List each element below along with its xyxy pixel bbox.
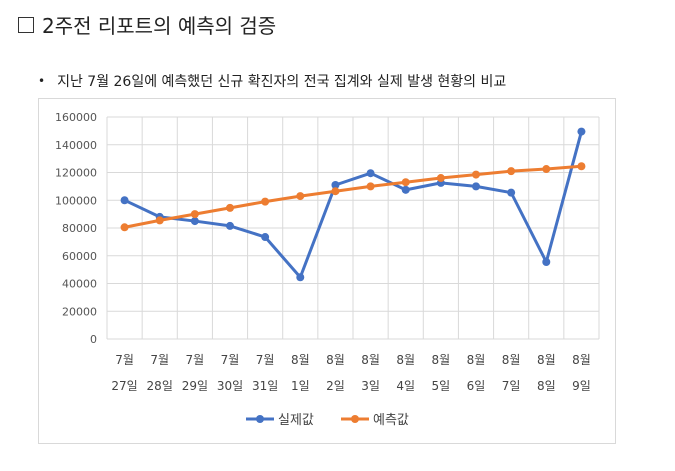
- data-point: [507, 167, 516, 176]
- x-tick-label-day: 31일: [252, 379, 278, 393]
- y-tick-label: 20000: [62, 305, 97, 318]
- x-tick-label-day: 2일: [326, 379, 345, 393]
- x-tick-label-month: 8월: [537, 353, 556, 367]
- data-point: [296, 273, 305, 282]
- x-tick-label-day: 9일: [572, 379, 591, 393]
- section-heading: 2주전 리포트의 예측의 검증: [18, 10, 276, 39]
- data-point: [331, 187, 340, 196]
- data-point: [542, 165, 551, 174]
- y-tick-label: 140000: [55, 139, 97, 152]
- x-tick-label-day: 5일: [432, 379, 451, 393]
- data-point: [226, 221, 234, 230]
- x-tick-label-month: 7월: [186, 353, 205, 367]
- x-tick-label-day: 30일: [217, 379, 243, 393]
- y-tick-label: 100000: [55, 194, 97, 207]
- legend-label-2: 예측값: [373, 413, 409, 428]
- bullet-description: • 지난 7월 26일에 예측했던 신규 확진자의 전국 집계와 실제 발생 현…: [38, 71, 506, 91]
- x-tick-label-month: 8월: [361, 353, 380, 367]
- legend-label-1: 실제값: [278, 413, 314, 428]
- data-point: [261, 233, 270, 242]
- bullet-text: 지난 7월 26일에 예측했던 신규 확진자의 전국 집계와 실제 발생 현황의…: [57, 74, 507, 90]
- data-point: [472, 182, 480, 191]
- x-tick-label-month: 8월: [396, 353, 415, 367]
- y-tick-label: 120000: [55, 167, 97, 180]
- x-tick-label-month: 8월: [432, 353, 451, 367]
- data-point: [120, 196, 129, 205]
- x-tick-label-day: 27일: [111, 379, 137, 393]
- data-point: [190, 210, 199, 219]
- legend-swatch-marker: [351, 415, 359, 423]
- y-tick-label: 60000: [62, 250, 97, 263]
- data-point: [120, 223, 129, 232]
- x-tick-label-day: 1일: [291, 379, 310, 393]
- square-outline-icon: [18, 16, 34, 33]
- data-point: [507, 188, 516, 197]
- bullet-icon: •: [38, 74, 46, 88]
- x-tick-label-day: 28일: [147, 379, 173, 393]
- data-point: [261, 197, 270, 206]
- chart-frame: 0 20000 40000 60000 80000 100000 120000 140000 1…: [38, 98, 616, 444]
- series-line-1: [123, 130, 583, 279]
- legend-swatch-marker: [256, 415, 264, 423]
- x-tick-label-day: 6일: [467, 379, 486, 393]
- data-point: [366, 169, 375, 178]
- x-tick-label-month: 7월: [150, 353, 169, 367]
- data-point: [472, 170, 480, 179]
- x-tick-label-month: 8월: [467, 353, 486, 367]
- data-point: [296, 192, 305, 201]
- x-tick-label-day: 8일: [537, 379, 556, 393]
- x-tick-label-month: 8월: [502, 353, 521, 367]
- data-point: [577, 162, 586, 171]
- x-tick-label-month: 7월: [221, 353, 240, 367]
- data-point: [577, 127, 586, 136]
- data-point: [436, 174, 445, 183]
- data-point: [155, 216, 164, 225]
- y-tick-label: 0: [90, 333, 97, 346]
- x-tick-label-day: 7일: [502, 379, 521, 393]
- data-point: [366, 182, 375, 191]
- x-tick-label-month: 8월: [326, 353, 345, 367]
- data-point: [401, 185, 410, 194]
- line-chart: 0 20000 40000 60000 80000 100000 120000 140000 1…: [55, 111, 600, 428]
- section-heading-text: 2주전 리포트의 예측의 검증: [42, 14, 277, 38]
- data-point: [190, 217, 199, 226]
- data-point: [401, 178, 410, 187]
- data-point: [226, 203, 234, 212]
- x-tick-label-month: 7월: [256, 353, 275, 367]
- y-tick-label: 40000: [62, 278, 97, 291]
- y-tick-label: 160000: [55, 111, 97, 124]
- x-tick-label-month: 7월: [115, 353, 134, 367]
- x-tick-label-month: 8월: [572, 353, 591, 367]
- y-tick-label: 80000: [62, 222, 97, 235]
- series-line-2: [123, 164, 583, 229]
- data-point: [542, 257, 551, 266]
- x-tick-label-day: 4일: [396, 379, 415, 393]
- data-point: [331, 180, 340, 189]
- x-tick-label-day: 3일: [361, 379, 380, 393]
- x-tick-label-day: 29일: [182, 379, 208, 393]
- x-tick-label-month: 8월: [291, 353, 310, 367]
